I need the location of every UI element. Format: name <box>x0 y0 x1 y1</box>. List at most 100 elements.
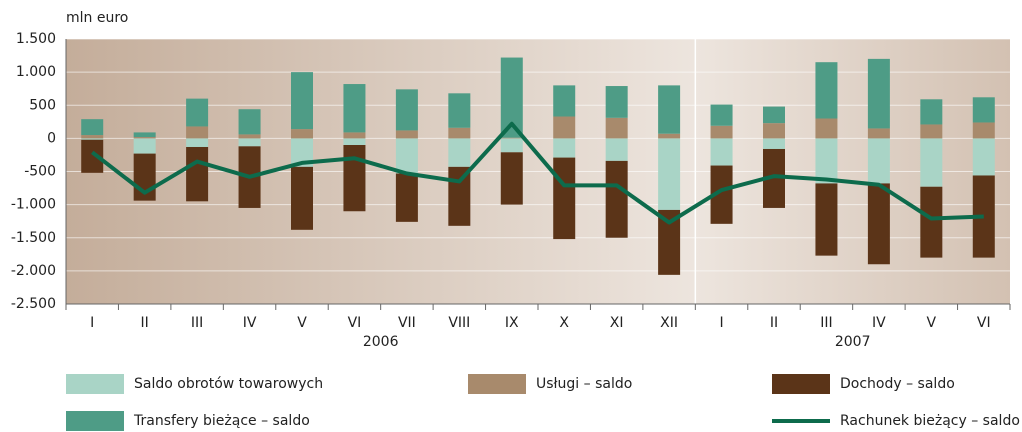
bar-segment <box>815 183 838 256</box>
bar-segment <box>605 86 628 118</box>
bar-segment <box>710 165 733 224</box>
bar-segment <box>658 85 681 134</box>
x-tick-label: II <box>141 315 149 331</box>
bar-segment <box>500 57 523 138</box>
bar-segment <box>710 125 733 139</box>
bar-segment <box>500 152 523 205</box>
x-tick-label: VI <box>348 315 362 331</box>
bar-segment <box>920 138 943 187</box>
x-tick-label: I <box>90 315 94 331</box>
bar-segment <box>815 138 838 184</box>
group-label: 2006 <box>363 334 399 350</box>
bar-segment <box>605 160 628 238</box>
y-tick-label: -2.000 <box>11 263 56 279</box>
y-axis-label: mln euro <box>66 10 128 26</box>
y-tick-label: 1.000 <box>16 64 56 80</box>
bar-segment <box>81 119 104 136</box>
bar-segment <box>553 116 576 139</box>
bar-segment <box>972 122 995 139</box>
legend-label: Rachunek bieżący – saldo <box>840 413 1020 429</box>
bar-segment <box>658 138 681 210</box>
bar-segment <box>186 138 209 147</box>
bar-segment <box>867 183 890 265</box>
bar-segment <box>133 137 156 139</box>
bar-segment <box>710 104 733 126</box>
y-tick-label: -500 <box>24 164 56 180</box>
bar-segment <box>448 127 471 139</box>
x-tick-label: X <box>559 315 569 331</box>
legend-label: Dochody – saldo <box>840 376 955 392</box>
bar-segment <box>395 173 418 222</box>
legend-label: Usługi – saldo <box>536 376 632 392</box>
x-tick-label: VI <box>977 315 991 331</box>
bar-segment <box>867 128 890 139</box>
group-label: 2007 <box>835 334 871 350</box>
line-series <box>91 121 984 225</box>
y-tick-label: 1.500 <box>16 31 56 47</box>
x-tick-label: III <box>820 315 832 331</box>
bar-segment <box>763 106 785 124</box>
bar-segment <box>81 138 104 140</box>
y-tick-label: 500 <box>29 97 56 113</box>
bar-segment <box>448 138 471 167</box>
bar-segment <box>553 157 576 240</box>
bar-segment <box>291 166 313 230</box>
bar-segment <box>81 139 104 173</box>
bar-segment <box>291 72 313 130</box>
bar-segment <box>343 84 366 133</box>
legend-swatch <box>66 374 124 394</box>
x-tick-label: V <box>927 315 937 331</box>
bar-segment <box>238 109 261 135</box>
bar-segment <box>605 138 628 161</box>
bar-segment <box>343 132 366 139</box>
bar-segment <box>291 138 313 167</box>
x-tick-label: XI <box>610 315 624 331</box>
bar-segment <box>133 132 156 138</box>
x-tick-label: IV <box>872 315 886 331</box>
bar-segment <box>867 138 890 184</box>
bar-segment <box>605 117 628 139</box>
bar-segment <box>763 123 785 139</box>
bar-segment <box>395 138 418 174</box>
bar-segment <box>343 145 366 212</box>
x-tick-label: III <box>191 315 203 331</box>
legend-swatch <box>66 411 124 431</box>
bar-segment <box>133 138 156 154</box>
bar-segment <box>186 126 209 139</box>
x-tick-label: I <box>719 315 723 331</box>
y-tick-label: -2.500 <box>11 296 56 312</box>
bar-segment <box>448 93 471 128</box>
bar-segment <box>815 118 838 139</box>
bar-segment <box>500 138 523 153</box>
legend-label: Transfery bieżące – saldo <box>133 413 310 429</box>
y-tick-label: 0 <box>47 130 56 146</box>
bar-segment <box>395 89 418 131</box>
y-tick-label: -1.500 <box>11 230 56 246</box>
legend-swatch <box>772 374 830 394</box>
bar-segment <box>867 58 890 129</box>
bar-segment <box>238 138 261 147</box>
bar-segment <box>500 137 523 139</box>
legend-swatch <box>468 374 526 394</box>
bar-segment <box>553 85 576 117</box>
bar-segment <box>920 186 943 258</box>
bar-segment <box>291 129 313 139</box>
bar-segment <box>920 124 943 139</box>
bar-segment <box>658 133 681 139</box>
bar-segment <box>972 138 995 176</box>
y-tick-label: -1.000 <box>11 197 56 213</box>
bar-segment <box>395 130 418 139</box>
bar-segment <box>553 138 576 158</box>
x-tick-label: XII <box>660 315 678 331</box>
x-tick-label: VIII <box>448 315 470 331</box>
bar-segment <box>920 99 943 125</box>
bar-segment <box>238 134 261 139</box>
bar-segment <box>343 138 366 145</box>
bar-segment <box>763 138 785 149</box>
bar-segment <box>710 138 733 166</box>
bar-segment <box>972 97 995 123</box>
bar-segment <box>81 135 104 139</box>
bar-segment <box>815 62 838 119</box>
x-tick-label: II <box>770 315 778 331</box>
